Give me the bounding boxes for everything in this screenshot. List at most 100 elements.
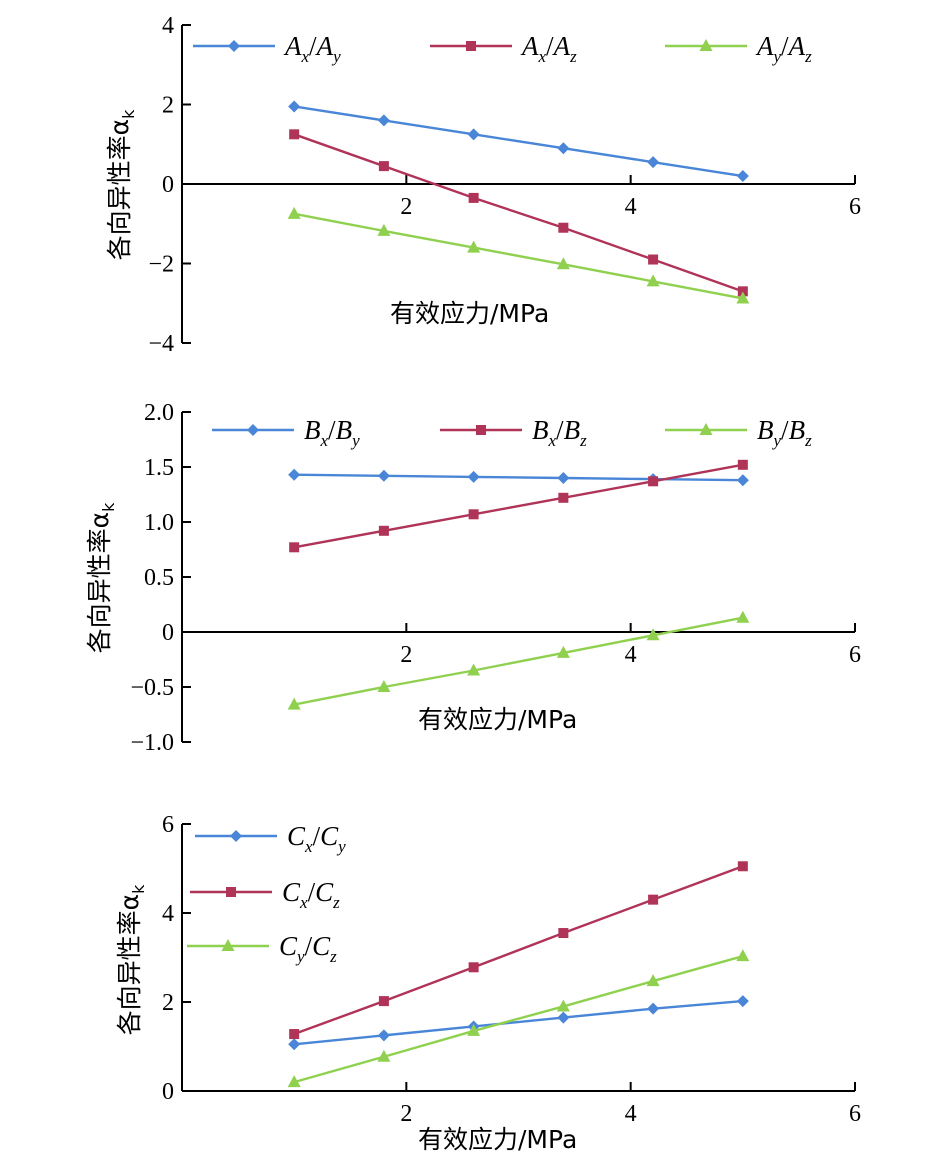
legend-label: Ax/Ay	[283, 31, 341, 66]
data-point	[736, 474, 749, 487]
data-point	[558, 492, 569, 503]
data-point	[378, 161, 389, 172]
x-tick-label: 6	[849, 642, 861, 668]
data-point	[467, 240, 481, 253]
data-point	[557, 142, 570, 155]
legend-label: By/Bz	[757, 415, 812, 450]
data-point	[467, 128, 480, 141]
legend-marker	[247, 424, 259, 436]
legend-marker	[230, 830, 242, 842]
data-point	[377, 680, 391, 692]
data-point	[377, 1029, 390, 1042]
data-point	[287, 697, 301, 710]
series-Bx-Bz	[289, 459, 748, 553]
legend-label: Ay/Az	[755, 31, 812, 66]
x-tick-label: 2	[400, 194, 412, 220]
y-tick-label: 1.5	[144, 455, 174, 481]
series-Ay-Az	[287, 206, 750, 304]
series-Cy-Cz	[287, 949, 750, 1088]
series-line	[293, 955, 744, 1084]
x-axis-title: 有效应力/MPa	[418, 705, 577, 734]
y-axis-title: 各向异性率αk	[85, 502, 118, 653]
y-axis-title: 各向异性率αk	[105, 109, 138, 260]
data-point	[467, 1023, 481, 1036]
chart-panel-1: 4 2 0 −2 −4 2 4 6 有效应力/MPa 各向异性率αk Ax/Ay Ax/Az Ay/Az	[105, 13, 861, 357]
data-point	[736, 949, 750, 962]
data-point	[646, 974, 660, 987]
series-line	[293, 105, 744, 178]
data-point	[289, 1029, 300, 1040]
legend-item: Ay/Az	[665, 31, 812, 66]
series-Ax-Az	[289, 129, 748, 297]
data-point	[647, 156, 660, 169]
series-line	[293, 133, 744, 293]
data-point	[737, 286, 748, 297]
legend-item: Bx/Bz	[440, 415, 587, 450]
series-Cx-Cy	[288, 995, 749, 1051]
legend-item: Ax/Ay	[193, 31, 341, 66]
data-point	[648, 476, 659, 487]
data-point	[557, 472, 570, 484]
data-point	[558, 222, 569, 233]
data-point	[377, 223, 391, 236]
data-point	[646, 274, 660, 287]
data-point	[289, 129, 300, 140]
chart-panel-2: 2.0 1.5 1.0 0.5 0 −0.5 −1.0 2 4 6 有效应力/MPa 各向异性率αk B…	[85, 400, 861, 756]
data-point	[377, 114, 390, 127]
data-point	[289, 542, 300, 553]
series-line	[293, 865, 744, 1036]
data-point	[648, 894, 659, 905]
legend-label: Bx/By	[304, 415, 360, 450]
x-axis-title: 有效应力/MPa	[418, 1125, 577, 1154]
legend-label: Cx/Cz	[282, 877, 340, 912]
legend-marker	[466, 41, 476, 51]
data-point	[556, 257, 570, 270]
legend-item: Bx/By	[212, 415, 360, 450]
x-tick-label: 2	[400, 642, 412, 668]
series-line	[293, 463, 744, 549]
legend-label: Bx/Bz	[532, 415, 587, 450]
x-tick-label: 2	[400, 1101, 412, 1127]
data-point	[736, 995, 749, 1008]
data-point	[377, 1049, 391, 1062]
legend-item: Cx/Cy	[195, 821, 346, 856]
y-tick-label: 0	[162, 1079, 174, 1105]
y-tick-label: −0.5	[130, 675, 174, 701]
x-axis-title: 有效应力/MPa	[390, 299, 549, 328]
data-point	[378, 996, 389, 1007]
y-tick-label: 1.0	[144, 510, 174, 536]
legend-label: Cy/Cz	[279, 931, 337, 966]
series-Cx-Cz	[289, 861, 748, 1040]
x-tick-label: 6	[849, 1101, 861, 1127]
legend-label: Cx/Cy	[287, 821, 346, 856]
y-tick-label: 2	[162, 93, 174, 119]
legend-marker	[221, 939, 235, 951]
y-tick-label: 4	[162, 13, 174, 39]
y-tick-label: 0	[162, 620, 174, 646]
y-tick-label: 2	[162, 990, 174, 1016]
legend-item: Cy/Cz	[187, 931, 337, 966]
chart-panel-3: 6 4 2 0 2 4 6 有效应力/MPa 各向异性率αk Cx/Cy Cx/Cz Cy/Cz	[115, 812, 861, 1154]
series-By-Bz	[287, 610, 750, 710]
data-point	[648, 254, 659, 265]
y-tick-label: −4	[148, 331, 174, 357]
data-point	[378, 525, 389, 536]
x-tick-label: 4	[625, 642, 637, 668]
data-point	[287, 1075, 301, 1088]
legend-item: Cx/Cz	[190, 877, 340, 912]
legend-marker	[699, 423, 713, 435]
data-point	[556, 999, 570, 1012]
y-tick-label: 6	[162, 812, 174, 838]
data-point	[647, 1002, 660, 1015]
series-line	[293, 616, 744, 706]
data-point	[288, 1038, 301, 1051]
data-point	[736, 170, 749, 183]
data-point	[737, 459, 748, 470]
data-point	[646, 628, 660, 641]
legend-item: Ax/Az	[430, 31, 577, 66]
y-tick-label: −2	[148, 252, 174, 278]
y-axis-title: 各向异性率αk	[115, 884, 148, 1035]
legend-marker	[226, 887, 236, 897]
data-point	[468, 192, 479, 203]
